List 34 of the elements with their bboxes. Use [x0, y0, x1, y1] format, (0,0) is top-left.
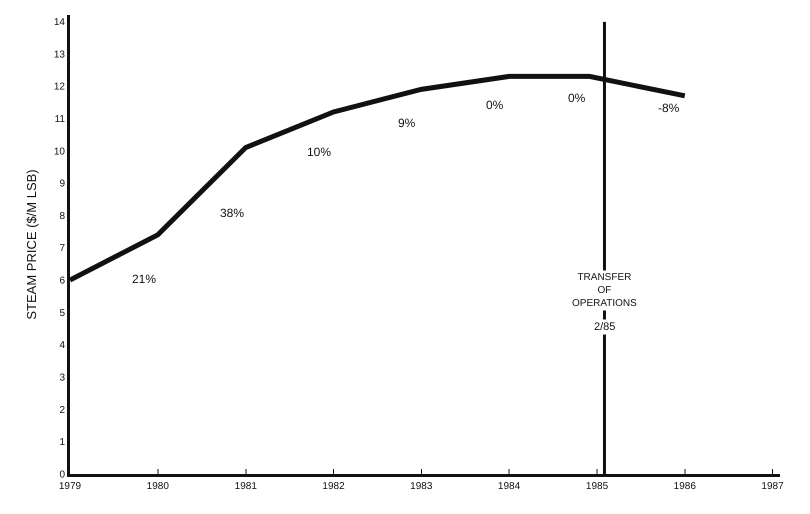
- y-tick-label: 6: [59, 276, 66, 287]
- x-tick-label: 1983: [410, 481, 433, 492]
- y-tick-label: 0: [59, 470, 66, 480]
- x-tick-label: 1981: [234, 481, 258, 492]
- annotation: -8%: [658, 101, 680, 115]
- x-tick-label: 1985: [586, 481, 609, 492]
- y-tick-label: 12: [54, 82, 66, 93]
- x-tick-label: 1984: [498, 481, 521, 492]
- y-tick-label: 7: [59, 243, 66, 254]
- x-tick-label: 1986: [674, 481, 696, 492]
- x-tick-label: 1979: [58, 481, 82, 492]
- x-tick-label: 1982: [322, 481, 346, 492]
- y-axis-title: STEAM PRICE ($/M LSB): [24, 169, 39, 320]
- annotation: 0%: [486, 98, 504, 112]
- y-tick-label: 5: [59, 308, 66, 319]
- x-tick-label: 1980: [146, 481, 170, 492]
- x-tick-label: 1987: [761, 481, 784, 492]
- y-tick-label: 10: [54, 146, 66, 158]
- annotation: 38%: [220, 206, 244, 220]
- annotation: 21%: [132, 272, 156, 286]
- y-tick-label: 9: [59, 178, 66, 190]
- y-tick-label: 2: [59, 404, 66, 416]
- y-tick-label: 11: [54, 114, 66, 125]
- annotation: TRANSFER OF OPERATIONS: [572, 272, 638, 309]
- annotation: 9%: [398, 116, 416, 130]
- y-tick-label: 13: [54, 49, 66, 60]
- y-tick-label: 4: [59, 340, 66, 352]
- y-tick-label: 14: [54, 16, 66, 28]
- y-tick-label: 3: [59, 372, 66, 384]
- ref-line-label: 2/85: [594, 321, 616, 333]
- annotation: 0%: [568, 91, 586, 105]
- annotation: 10%: [307, 145, 332, 159]
- y-tick-label: 8: [59, 210, 66, 222]
- y-tick-label: 1: [59, 437, 66, 448]
